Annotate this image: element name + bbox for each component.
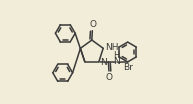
Text: NH: NH <box>105 43 119 52</box>
Text: Br: Br <box>123 63 133 72</box>
Text: N: N <box>101 58 107 67</box>
Text: O: O <box>89 20 96 29</box>
Text: H: H <box>113 51 120 60</box>
Text: N: N <box>113 57 120 66</box>
Text: O: O <box>106 73 113 82</box>
